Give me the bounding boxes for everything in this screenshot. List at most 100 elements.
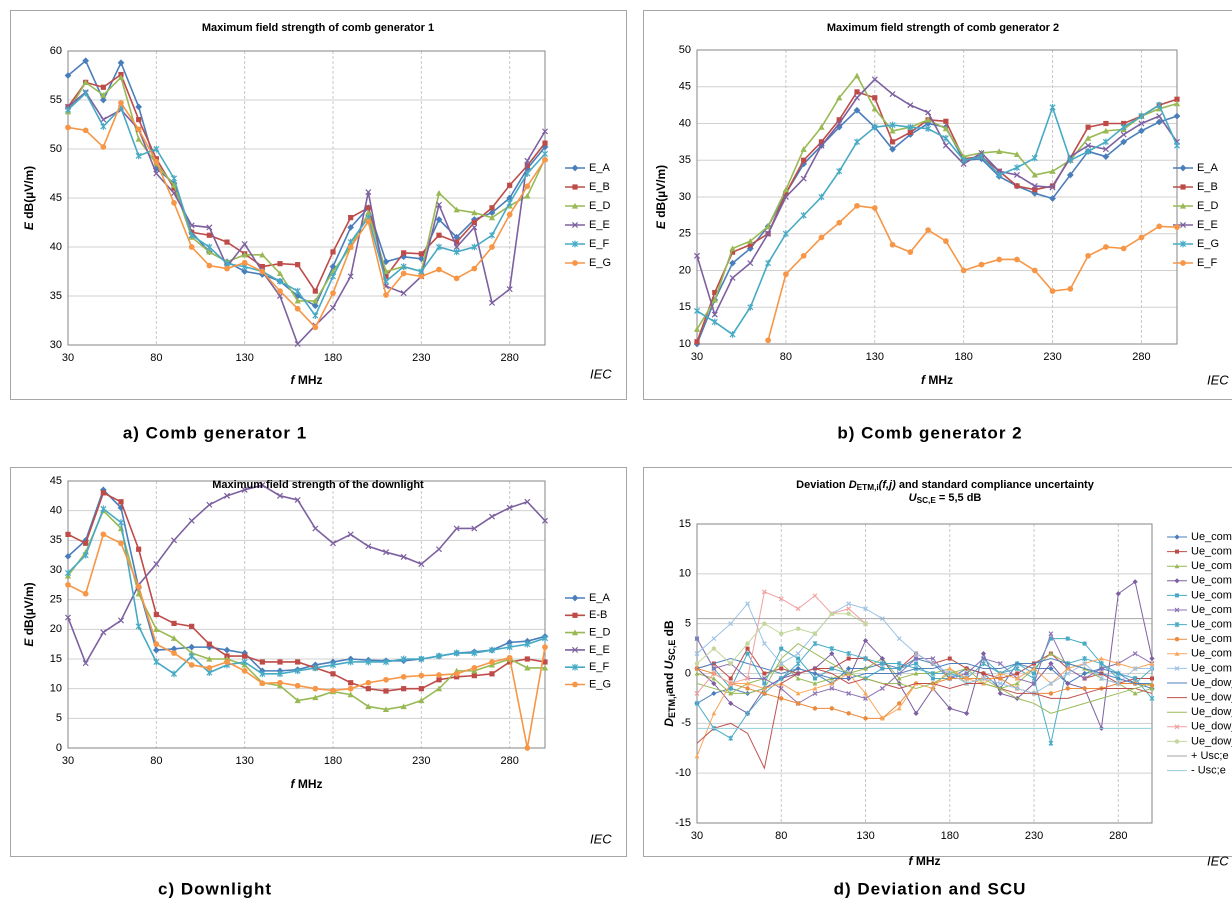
panel-frame	[10, 467, 627, 857]
marker	[153, 561, 160, 568]
text-part: E	[22, 638, 36, 647]
x-tick-label: 280	[500, 352, 518, 364]
text-part: E	[22, 221, 36, 230]
marker	[82, 551, 89, 559]
marker	[418, 561, 425, 568]
marker	[1082, 661, 1088, 666]
marker	[277, 288, 283, 294]
marker	[728, 735, 734, 741]
marker	[889, 91, 896, 98]
marker	[812, 676, 817, 681]
marker	[783, 190, 789, 196]
marker	[135, 126, 142, 133]
marker	[897, 701, 902, 706]
marker	[382, 658, 390, 666]
marker	[761, 589, 767, 595]
text-part: U	[909, 492, 918, 504]
marker	[836, 167, 843, 175]
marker	[947, 676, 952, 681]
x-tick-label: 280	[1109, 830, 1127, 842]
marker	[259, 670, 266, 678]
marker	[795, 691, 801, 696]
marker	[745, 681, 750, 686]
marker	[117, 617, 125, 624]
marker	[711, 690, 717, 697]
marker	[694, 661, 700, 666]
marker	[571, 221, 579, 229]
marker	[1049, 288, 1056, 294]
y-tick-label: 40	[50, 241, 62, 253]
marker	[65, 124, 71, 131]
y-tick-label: 15	[50, 653, 62, 665]
marker	[829, 681, 835, 686]
marker	[1120, 123, 1127, 131]
marker	[829, 650, 835, 657]
marker	[277, 679, 283, 686]
marker	[65, 581, 71, 588]
legend-label: E_B	[589, 181, 610, 193]
marker	[795, 701, 801, 706]
x-axis-title: f MHz	[291, 373, 323, 387]
marker	[853, 72, 861, 79]
y-tick-label: 15	[679, 301, 691, 313]
marker	[1179, 221, 1187, 229]
marker	[1174, 651, 1180, 656]
marker	[488, 299, 496, 306]
marker	[572, 260, 578, 266]
marker	[729, 259, 736, 267]
marker	[347, 685, 354, 692]
marker	[693, 326, 701, 332]
marker	[846, 650, 852, 657]
marker	[435, 201, 443, 208]
marker	[206, 501, 213, 508]
y-tick-label: 0	[685, 667, 691, 679]
x-tick-label: 180	[954, 351, 972, 363]
marker	[383, 273, 389, 279]
marker	[1032, 671, 1037, 676]
marker	[365, 703, 372, 710]
marker	[383, 688, 389, 694]
y-tick-label: 35	[679, 154, 691, 166]
marker	[693, 252, 701, 259]
marker	[711, 318, 718, 326]
series-line	[68, 533, 546, 749]
marker	[943, 238, 949, 244]
y-tick-label: 55	[50, 94, 62, 106]
marker	[453, 670, 460, 677]
marker	[312, 297, 319, 304]
marker	[82, 89, 89, 97]
marker	[1102, 153, 1110, 160]
legend-label: E_G	[1197, 238, 1219, 250]
marker	[571, 629, 579, 636]
y-tick-label: -10	[675, 767, 691, 779]
marker	[117, 504, 125, 512]
text-part: f	[291, 777, 296, 791]
legend-label: E_F	[589, 661, 609, 673]
marker	[1081, 670, 1088, 677]
marker	[924, 116, 932, 123]
marker	[329, 540, 337, 547]
marker	[818, 193, 825, 201]
series-line	[697, 658, 1152, 684]
marker	[1014, 256, 1020, 263]
marker	[1120, 138, 1128, 146]
marker	[964, 710, 970, 716]
marker	[400, 655, 407, 663]
caption: b) Comb generator 2	[837, 423, 1022, 442]
x-tick-label: 230	[412, 755, 430, 767]
marker	[745, 710, 750, 716]
marker	[778, 596, 784, 602]
marker	[435, 546, 443, 553]
marker	[818, 142, 825, 149]
marker	[436, 677, 442, 683]
marker	[1031, 666, 1037, 671]
marker	[795, 660, 801, 667]
marker	[1121, 120, 1127, 127]
marker	[471, 219, 477, 226]
marker	[711, 710, 717, 716]
legend-label: Ue_comb1_B	[1191, 546, 1232, 558]
marker	[1014, 676, 1020, 681]
marker	[224, 239, 230, 245]
marker	[1102, 146, 1109, 153]
